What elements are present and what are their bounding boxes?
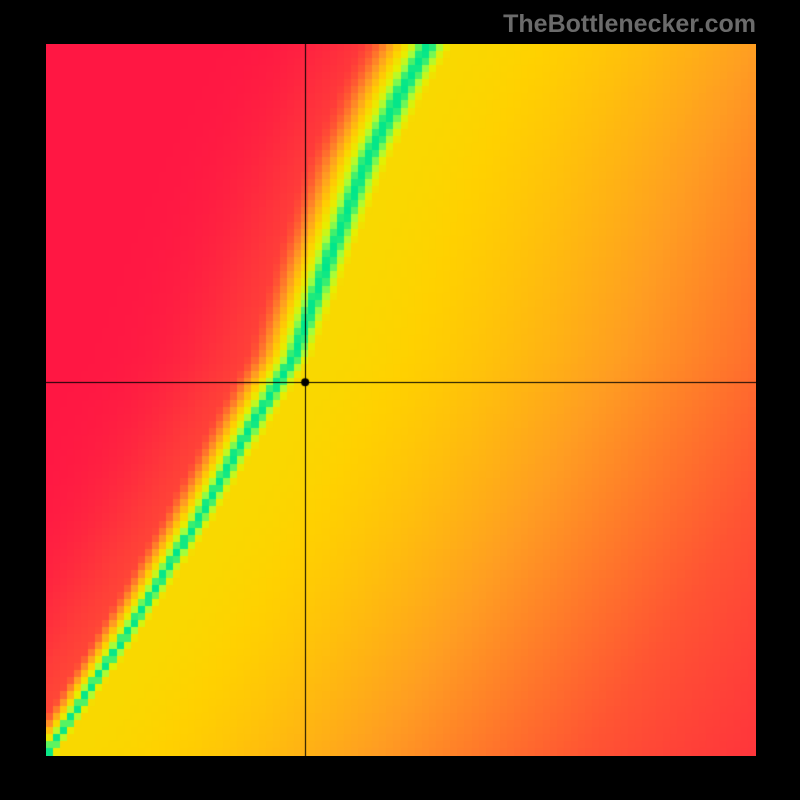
chart-container: TheBottlenecker.com (0, 0, 800, 800)
bottleneck-heatmap (46, 44, 756, 756)
watermark-text: TheBottlenecker.com (503, 10, 756, 39)
